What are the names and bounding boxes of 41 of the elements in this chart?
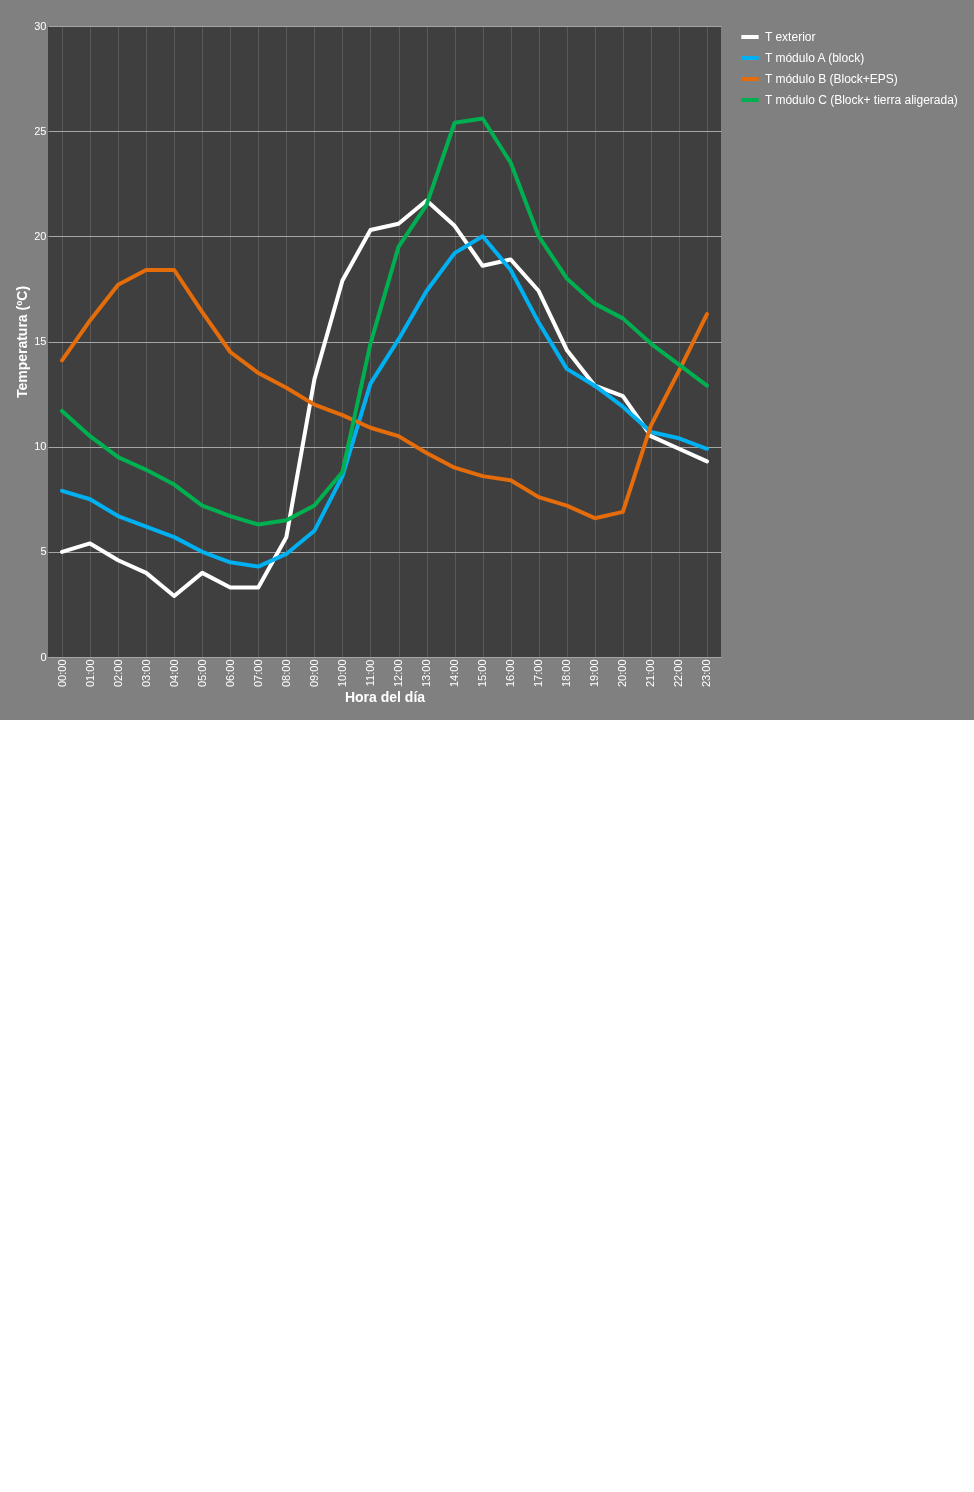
y-tick-label: 5 [40,545,47,558]
x-tick-label: 04:00 [167,659,180,688]
x-tick-label: 21:00 [644,659,657,688]
line-series [60,198,709,598]
x-tick-label: 08:00 [279,659,292,688]
line-series [60,234,709,569]
x-tick-label: 03:00 [139,659,152,688]
x-tick-label: 10:00 [335,659,348,688]
x-tick-label: 07:00 [251,659,264,688]
x-tick-label: 20:00 [616,659,629,688]
y-tick-label: 15 [34,335,47,347]
x-tick-label: 06:00 [223,659,236,688]
y-tick-label: 10 [34,440,47,453]
y-tick-label: 20 [34,229,47,242]
x-tick-label: 23:00 [700,659,713,688]
legend-label: T módulo B (Block+EPS) [765,72,898,86]
x-tick-label: 15:00 [476,659,489,688]
x-tick-label: 16:00 [504,659,517,688]
x-tick-label: 19:00 [588,659,601,688]
line-series [60,116,709,527]
line-series [60,267,709,521]
x-tick-label: 02:00 [111,659,124,688]
legend-label: T módulo C (Block+ tierra aligerada) [765,93,958,107]
y-tick-label: 30 [34,19,47,32]
x-tick-label: 17:00 [532,659,545,688]
x-tick-label: 11:00 [363,659,376,687]
x-tick-label: 09:00 [307,659,320,688]
x-tick-label: 18:00 [560,659,573,688]
x-tick-label: 01:00 [83,659,96,688]
legend-label: T exterior [765,30,816,44]
x-tick-label: 13:00 [420,659,433,688]
y-tick-label: 0 [40,650,47,663]
x-tick-label: 14:00 [448,659,461,688]
x-tick-label: 22:00 [672,659,685,688]
x-tick-label: 12:00 [392,659,405,688]
y-tick-label: 25 [34,124,47,137]
x-axis-title: Hora del día [344,689,426,706]
x-tick-label: 00:00 [55,659,68,688]
x-tick-label: 05:00 [195,659,208,688]
legend-label: T módulo A (block) [765,51,865,65]
y-axis-title: Temperatura (ºC) [14,285,31,399]
